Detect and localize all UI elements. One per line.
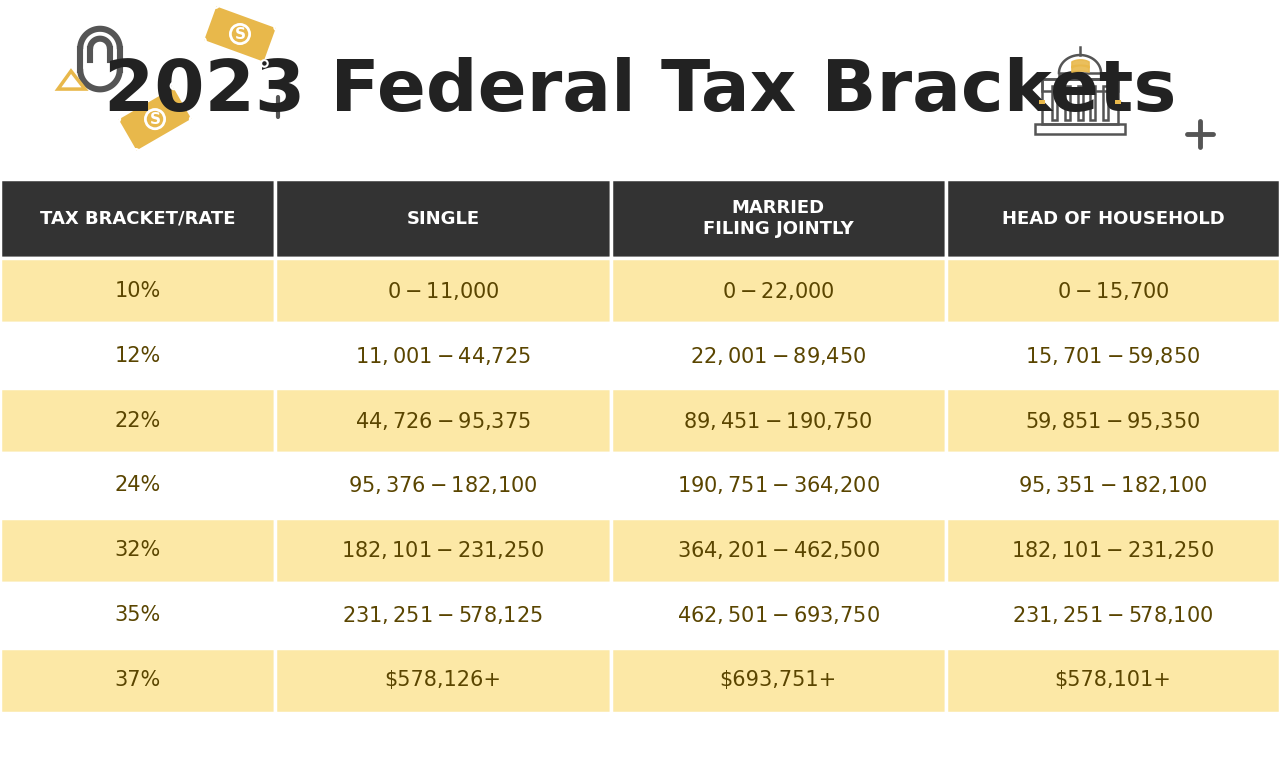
Text: S: S: [150, 111, 160, 127]
FancyBboxPatch shape: [0, 583, 275, 648]
Text: $190,751 - $364,200: $190,751 - $364,200: [677, 474, 879, 496]
FancyBboxPatch shape: [611, 648, 946, 713]
FancyBboxPatch shape: [275, 518, 611, 583]
FancyBboxPatch shape: [946, 388, 1280, 453]
Polygon shape: [29, 724, 47, 736]
Text: $578,101+: $578,101+: [1055, 670, 1171, 690]
Text: 2023 Federal Tax Brackets: 2023 Federal Tax Brackets: [104, 57, 1176, 125]
Text: 37%: 37%: [114, 670, 161, 690]
FancyBboxPatch shape: [275, 388, 611, 453]
Text: $59,851 - $95,350: $59,851 - $95,350: [1025, 410, 1201, 432]
Text: Source: TheCollegeInvestor.com: Source: TheCollegeInvestor.com: [977, 737, 1245, 755]
Text: 22%: 22%: [114, 411, 161, 431]
Text: 32%: 32%: [114, 541, 161, 560]
Text: TAX BRACKET/RATE: TAX BRACKET/RATE: [40, 210, 236, 227]
Text: HEAD OF HOUSEHOLD: HEAD OF HOUSEHOLD: [1001, 210, 1225, 227]
FancyBboxPatch shape: [946, 323, 1280, 388]
FancyBboxPatch shape: [275, 453, 611, 518]
FancyBboxPatch shape: [611, 388, 946, 453]
FancyBboxPatch shape: [946, 648, 1280, 713]
Text: S: S: [234, 26, 246, 41]
FancyBboxPatch shape: [611, 583, 946, 648]
Text: 24%: 24%: [114, 475, 161, 495]
FancyBboxPatch shape: [611, 258, 946, 323]
Text: $182,101 - $231,250: $182,101 - $231,250: [342, 539, 544, 562]
Text: $182,101 - $231,250: $182,101 - $231,250: [1011, 539, 1215, 562]
FancyBboxPatch shape: [1115, 100, 1121, 104]
FancyBboxPatch shape: [0, 179, 275, 258]
Text: $0 - $22,000: $0 - $22,000: [722, 280, 835, 301]
FancyBboxPatch shape: [946, 453, 1280, 518]
Text: MARRIED
FILING JOINTLY: MARRIED FILING JOINTLY: [703, 199, 854, 238]
Text: $0 - $15,700: $0 - $15,700: [1057, 280, 1169, 301]
Polygon shape: [202, 5, 278, 63]
Text: SINGLE: SINGLE: [406, 210, 480, 227]
Polygon shape: [116, 86, 193, 153]
Text: $0 - $11,000: $0 - $11,000: [387, 280, 499, 301]
FancyBboxPatch shape: [275, 179, 611, 258]
FancyBboxPatch shape: [946, 518, 1280, 583]
Text: 12%: 12%: [114, 346, 161, 365]
FancyBboxPatch shape: [0, 258, 275, 323]
FancyBboxPatch shape: [611, 179, 946, 258]
Text: $364,201 - $462,500: $364,201 - $462,500: [677, 539, 879, 562]
FancyBboxPatch shape: [0, 518, 275, 583]
FancyBboxPatch shape: [611, 453, 946, 518]
Text: $462,501 - $693,750: $462,501 - $693,750: [677, 605, 879, 626]
Text: $11,001 - $44,725: $11,001 - $44,725: [355, 344, 531, 367]
FancyBboxPatch shape: [946, 258, 1280, 323]
Text: THE COLLEGE INVESTOR: THE COLLEGE INVESTOR: [65, 737, 323, 755]
Text: $693,751+: $693,751+: [719, 670, 837, 690]
FancyBboxPatch shape: [275, 583, 611, 648]
Polygon shape: [24, 736, 52, 748]
FancyBboxPatch shape: [946, 179, 1280, 258]
Text: 10%: 10%: [114, 280, 161, 301]
Text: $44,726 - $95,375: $44,726 - $95,375: [355, 410, 531, 432]
FancyBboxPatch shape: [611, 323, 946, 388]
FancyBboxPatch shape: [611, 518, 946, 583]
FancyBboxPatch shape: [0, 323, 275, 388]
Text: $95,376 - $182,100: $95,376 - $182,100: [348, 474, 538, 496]
Text: $95,351 - $182,100: $95,351 - $182,100: [1018, 474, 1208, 496]
FancyBboxPatch shape: [275, 323, 611, 388]
Text: $89,451 - $190,750: $89,451 - $190,750: [684, 410, 873, 432]
Text: $578,126+: $578,126+: [384, 670, 502, 690]
Text: $22,001 - $89,450: $22,001 - $89,450: [690, 344, 867, 367]
FancyBboxPatch shape: [275, 648, 611, 713]
Text: $231,251 - $578,125: $231,251 - $578,125: [343, 605, 543, 626]
Text: $231,251 - $578,100: $231,251 - $578,100: [1012, 605, 1213, 626]
FancyBboxPatch shape: [275, 258, 611, 323]
Text: 35%: 35%: [114, 605, 161, 626]
FancyBboxPatch shape: [0, 388, 275, 453]
FancyBboxPatch shape: [0, 453, 275, 518]
FancyBboxPatch shape: [946, 583, 1280, 648]
FancyBboxPatch shape: [1039, 100, 1044, 104]
FancyBboxPatch shape: [0, 648, 275, 713]
Text: $15,701 - $59,850: $15,701 - $59,850: [1025, 344, 1201, 367]
